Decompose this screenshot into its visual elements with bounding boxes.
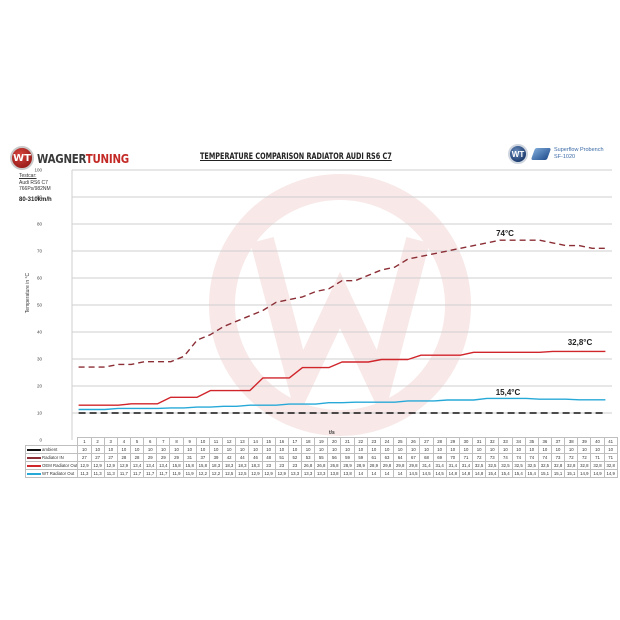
x-tick: 3 <box>103 437 118 446</box>
x-tick: 35 <box>524 437 539 446</box>
svg-text:100: 100 <box>34 168 42 173</box>
x-tick: 5 <box>129 437 145 446</box>
wt-partner-badge-icon: WT <box>508 144 528 164</box>
svg-text:74°C: 74°C <box>496 229 514 238</box>
svg-text:70: 70 <box>37 249 43 254</box>
x-tick: 32 <box>485 437 500 446</box>
x-tick: 37 <box>550 437 566 446</box>
x-tick: 23 <box>366 437 381 446</box>
legend-label: Radiator IN <box>42 455 64 460</box>
x-tick: 11 <box>208 437 224 446</box>
x-tick: 26 <box>406 437 421 446</box>
x-tick: 17 <box>287 437 303 446</box>
legend-label: ambient <box>42 447 58 452</box>
svg-text:50: 50 <box>37 303 43 308</box>
testcar-info: Testcar: Audi RS6 C7 766Ps/982NM <box>19 173 51 192</box>
x-tick: 39 <box>577 437 592 446</box>
x-tick: 30 <box>458 437 474 446</box>
partner-logos: WT Superflow Probench SF-1020 <box>508 144 604 164</box>
x-tick: 25 <box>393 437 408 446</box>
legend-label: OEM Radiator Out <box>42 463 78 468</box>
svg-text:15,4°C: 15,4°C <box>496 388 521 397</box>
legend-label: WT Radiator Out <box>42 471 75 476</box>
svg-text:32,8°C: 32,8°C <box>568 338 593 347</box>
x-tick: 19 <box>314 437 329 446</box>
x-tick: 15 <box>261 437 276 446</box>
x-tick: 6 <box>143 437 158 446</box>
x-tick: 34 <box>511 437 526 446</box>
x-tick: 29 <box>445 437 460 446</box>
table-row: WT Radiator Out 11,3 11,3 11,3 11,7 11,7 11,7 1… <box>24 469 618 478</box>
x-tick: 7 <box>156 437 171 446</box>
x-tick: 38 <box>564 437 579 446</box>
x-tick: 40 <box>590 437 605 446</box>
svg-text:20: 20 <box>37 384 43 389</box>
x-tick: 10 <box>195 437 210 446</box>
chart-title: TEMPERATURE COMPARISON RADIATOR AUDI RS6… <box>200 152 392 162</box>
x-tick: 27 <box>419 437 434 446</box>
legend-swatch <box>27 456 41 459</box>
legend-swatch <box>27 464 41 467</box>
x-tick: 16 <box>274 437 289 446</box>
x-tick: 9 <box>182 437 197 446</box>
chart-annotations: 74°C 32,8°C 15,4°C <box>496 229 593 397</box>
svg-text:60: 60 <box>37 276 43 281</box>
legend-swatch <box>27 472 41 475</box>
superflow-icon <box>530 148 552 160</box>
svg-text:90: 90 <box>37 195 43 200</box>
wt-badge-icon: WT <box>10 146 34 170</box>
chart-gridlines <box>71 169 612 440</box>
legend-swatch <box>27 448 41 451</box>
x-tick: 4 <box>116 437 131 446</box>
x-tick: 21 <box>340 437 355 446</box>
svg-text:30: 30 <box>37 357 43 362</box>
data-table: 1 2 3 4 5 6 7 8 9 10 11 12 13 14 15 16 17 18 19 20 21 22 23 24 2… <box>24 437 618 478</box>
x-tick: 24 <box>379 437 395 446</box>
table-row: Radiator IN 27 27 27 28 28 29 29 29 31 37 39 42 44 46 4… <box>24 453 618 462</box>
x-tick: 36 <box>537 437 552 446</box>
x-tick: 22 <box>353 437 368 446</box>
x-tick: 8 <box>169 437 184 446</box>
table-row: OEM Radiator Out 12,9 12,9 12,9 12,9 13,4 13,4… <box>24 461 618 470</box>
svg-text:40: 40 <box>37 330 43 335</box>
x-tick: 31 <box>472 437 487 446</box>
x-tick: 41 <box>603 437 618 446</box>
svg-text:10: 10 <box>37 411 43 416</box>
x-tick: 14 <box>248 437 263 446</box>
table-row: ambient 10 10 10 10 10 10 10 10 10 10 10 10 10 10 10 10 1… <box>24 445 618 454</box>
brand-name: WAGNERTUNING <box>37 150 129 166</box>
chart-series <box>78 239 606 414</box>
svg-text:80: 80 <box>37 222 43 227</box>
wagner-tuning-logo: WT WAGNERTUNING <box>10 146 149 170</box>
speed-range: 80-310km/h <box>19 197 52 203</box>
x-tick: 28 <box>432 437 447 446</box>
x-tick: 12 <box>222 437 237 446</box>
x-tick: 13 <box>235 437 250 446</box>
x-axis-label: t/s <box>329 430 335 436</box>
x-tick: 2 <box>90 437 105 446</box>
y-axis-label: Temperature in °C <box>25 272 31 314</box>
x-tick: 20 <box>327 437 342 446</box>
x-tick: 33 <box>498 437 513 446</box>
bench-info: Superflow Probench SF-1020 <box>554 147 604 160</box>
x-tick: 18 <box>300 437 316 446</box>
x-tick: 1 <box>77 437 92 446</box>
